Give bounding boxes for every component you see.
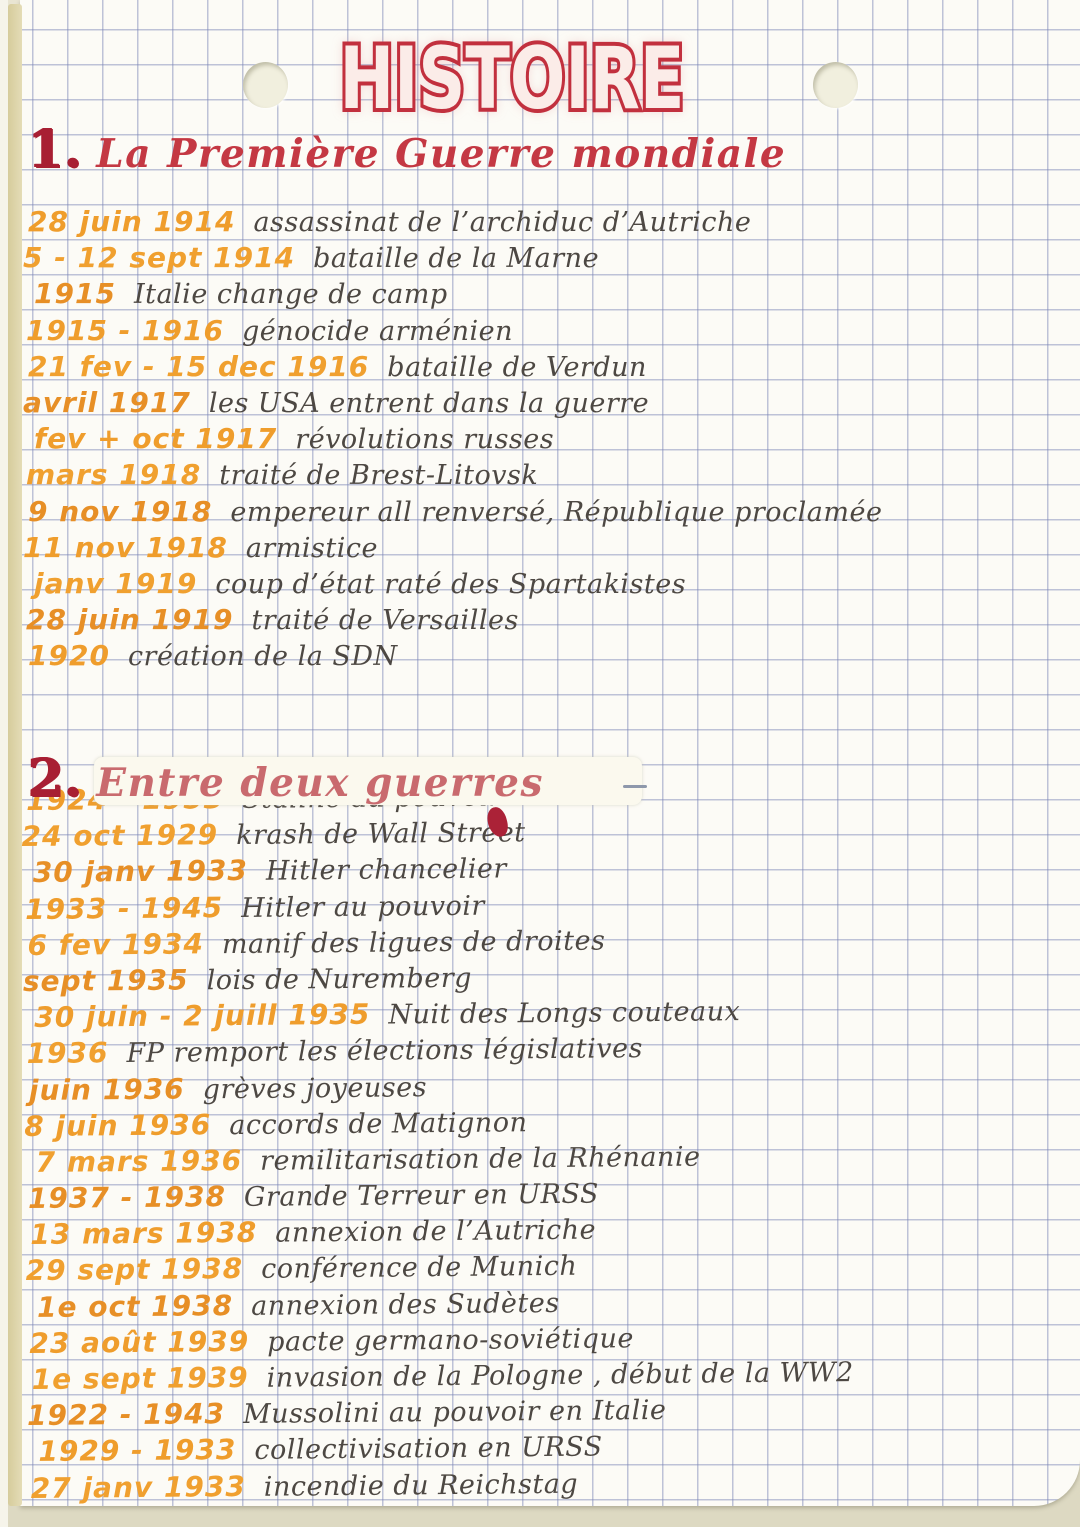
timeline-entry: 1915 Italie change de camp xyxy=(34,276,1058,312)
entry-event: empereur all renversé, République procla… xyxy=(230,496,883,528)
entry-date: 9 nov 1918 xyxy=(28,494,213,528)
entry-date: 23 août 1939 xyxy=(29,1324,250,1360)
entry-date: 1915 xyxy=(34,277,116,311)
entry-event: coup d’état raté des Spartakistes xyxy=(215,568,687,600)
entry-date: 1922 - 1943 xyxy=(26,1397,226,1433)
timeline-entry: 1915 - 1916 génocide arménien xyxy=(26,313,1058,349)
entry-date: juin 1936 xyxy=(28,1071,185,1107)
entry-event: révolutions russes xyxy=(295,424,555,456)
entry-event: manif des ligues de droites xyxy=(221,925,606,960)
entry-event: armistice xyxy=(245,532,378,564)
entry-date: avril 1917 xyxy=(23,385,191,419)
entry-date: 27 janv 1933 xyxy=(30,1469,246,1505)
entry-date: 30 janv 1933 xyxy=(32,854,249,890)
entry-event: traité de Versailles xyxy=(251,605,519,637)
entry-date: 1915 - 1916 xyxy=(26,313,224,347)
timeline-entry: 9 nov 1918 empereur all renversé, Républi… xyxy=(28,494,1058,530)
entry-date: sept 1935 xyxy=(22,963,189,998)
page-title: HISTOIRE xyxy=(340,29,685,129)
entry-event: invasion de la Pologne , début de la WW2 xyxy=(266,1357,854,1394)
section-1-heading: 1. La Première Guerre mondiale xyxy=(28,119,1048,180)
entry-event: grèves joyeuses xyxy=(202,1071,428,1105)
page-edge-white xyxy=(0,0,8,1527)
entry-event: création de la SDN xyxy=(127,641,398,673)
entry-event: Mussolini au pouvoir en Italie xyxy=(242,1395,667,1431)
entry-date: 11 nov 1918 xyxy=(23,530,228,564)
entry-date: 30 juin - 2 juill 1935 xyxy=(34,997,371,1035)
section-title: La Première Guerre mondiale xyxy=(96,131,787,177)
entry-date: 1933 - 1945 xyxy=(25,890,224,926)
entry-event: Hitler au pouvoir xyxy=(241,890,486,924)
entry-event: FP remport les élections législatives xyxy=(126,1033,644,1070)
hole-punch-left xyxy=(243,62,288,108)
entry-event: assassinat de l’archiduc d’Autriche xyxy=(253,207,752,238)
entry-date: fev + oct 1917 xyxy=(34,422,278,456)
entry-event: Italie change de camp xyxy=(133,279,448,311)
entry-event: krash de Wall Street xyxy=(235,817,526,852)
section-number: 1. xyxy=(28,119,83,180)
timeline-entry: avril 1917 les USA entrent dans la guerre xyxy=(23,385,1058,421)
entry-event: bataille de Verdun xyxy=(387,351,647,383)
page-title-art: HISTOIRE xyxy=(0,14,1080,133)
entry-event: pacte germano-soviétique xyxy=(267,1323,635,1358)
entry-event: accords de Matignon xyxy=(229,1106,528,1141)
entry-date: 29 sept 1938 xyxy=(25,1252,244,1288)
whiteout-correction-band xyxy=(94,757,642,805)
entry-date: 1e sept 1939 xyxy=(31,1360,249,1396)
entry-event: incendie du Reichstag xyxy=(263,1468,579,1503)
entry-date: 7 mars 1936 xyxy=(35,1143,243,1179)
entry-date: 21 fev - 15 dec 1916 xyxy=(28,349,370,383)
entry-event: génocide arménien xyxy=(241,315,513,347)
entry-event: conférence de Munich xyxy=(261,1251,578,1286)
timeline-entry: fev + oct 1917 révolutions russes xyxy=(34,421,1058,457)
whiteout-dash-mark xyxy=(623,785,647,788)
entry-event: Nuit des Longs couteaux xyxy=(388,996,741,1031)
entry-date: 1929 - 1933 xyxy=(38,1433,237,1469)
hole-punch-right xyxy=(813,62,858,108)
entry-date: janv 1919 xyxy=(34,566,198,600)
timeline-entry: mars 1918 traité de Brest-Litovsk xyxy=(26,457,1058,493)
entry-event: traité de Brest-Litovsk xyxy=(219,460,539,492)
entry-date: 5 - 12 sept 1914 xyxy=(23,241,296,275)
entry-date: mars 1918 xyxy=(26,458,202,492)
timeline-entry: 28 juin 1919 traité de Versailles xyxy=(26,602,1058,638)
timeline-entry: janv 1919 coup d’état raté des Spartakist… xyxy=(34,566,1058,602)
section-number: 2. xyxy=(28,748,83,809)
entry-date: 1920 xyxy=(28,639,110,673)
entry-date: 13 mars 1938 xyxy=(30,1216,258,1252)
entry-event: bataille de la Marne xyxy=(313,243,600,275)
entry-date: 1e oct 1938 xyxy=(36,1288,234,1324)
entry-event: lois de Nuremberg xyxy=(206,962,473,997)
entry-event: Hitler chancelier xyxy=(265,853,507,888)
entry-date: 6 fev 1934 xyxy=(27,927,205,962)
entry-event: les USA entrent dans la guerre xyxy=(208,387,650,419)
section-2-heading: 2. Entre deux guerres xyxy=(28,748,1048,839)
timeline-entry: 5 - 12 sept 1914 bataille de la Marne xyxy=(23,240,1058,276)
entry-event: annexion des Sudètes xyxy=(251,1287,560,1322)
section-2-entries: 1924 - 1953Staline au pouvoir 24 oct 192… xyxy=(21,773,1063,1507)
entry-date: 8 juin 1936 xyxy=(24,1107,212,1143)
entry-date: 28 juin 1914 xyxy=(28,205,236,238)
section-1-entries: 28 juin 1914 assassinat de l’archiduc d’A… xyxy=(23,204,1058,674)
entry-event: remilitarisation de la Rhénanie xyxy=(259,1141,701,1177)
timeline-entry: 11 nov 1918 armistice xyxy=(23,530,1058,566)
notebook-paper xyxy=(20,0,1080,1506)
entry-event: annexion de l’Autriche xyxy=(275,1214,597,1249)
entry-date: 28 juin 1919 xyxy=(26,603,234,637)
timeline-entry: 21 fev - 15 dec 1916 bataille de Verdun xyxy=(28,349,1058,385)
entry-event: Grande Terreur en URSS xyxy=(243,1178,600,1213)
timeline-entry: 28 juin 1914 assassinat de l’archiduc d’A… xyxy=(28,204,1058,240)
entry-date: 1936 xyxy=(26,1036,109,1071)
entry-event: collectivisation en URSS xyxy=(254,1431,603,1467)
section-title: Entre deux guerres xyxy=(96,760,544,806)
timeline-entry: 1920 création de la SDN xyxy=(28,638,1058,674)
page-edge-tan xyxy=(8,4,22,1506)
entry-date: 1937 - 1938 xyxy=(27,1180,227,1216)
entry-date: 24 oct 1929 xyxy=(21,818,219,854)
